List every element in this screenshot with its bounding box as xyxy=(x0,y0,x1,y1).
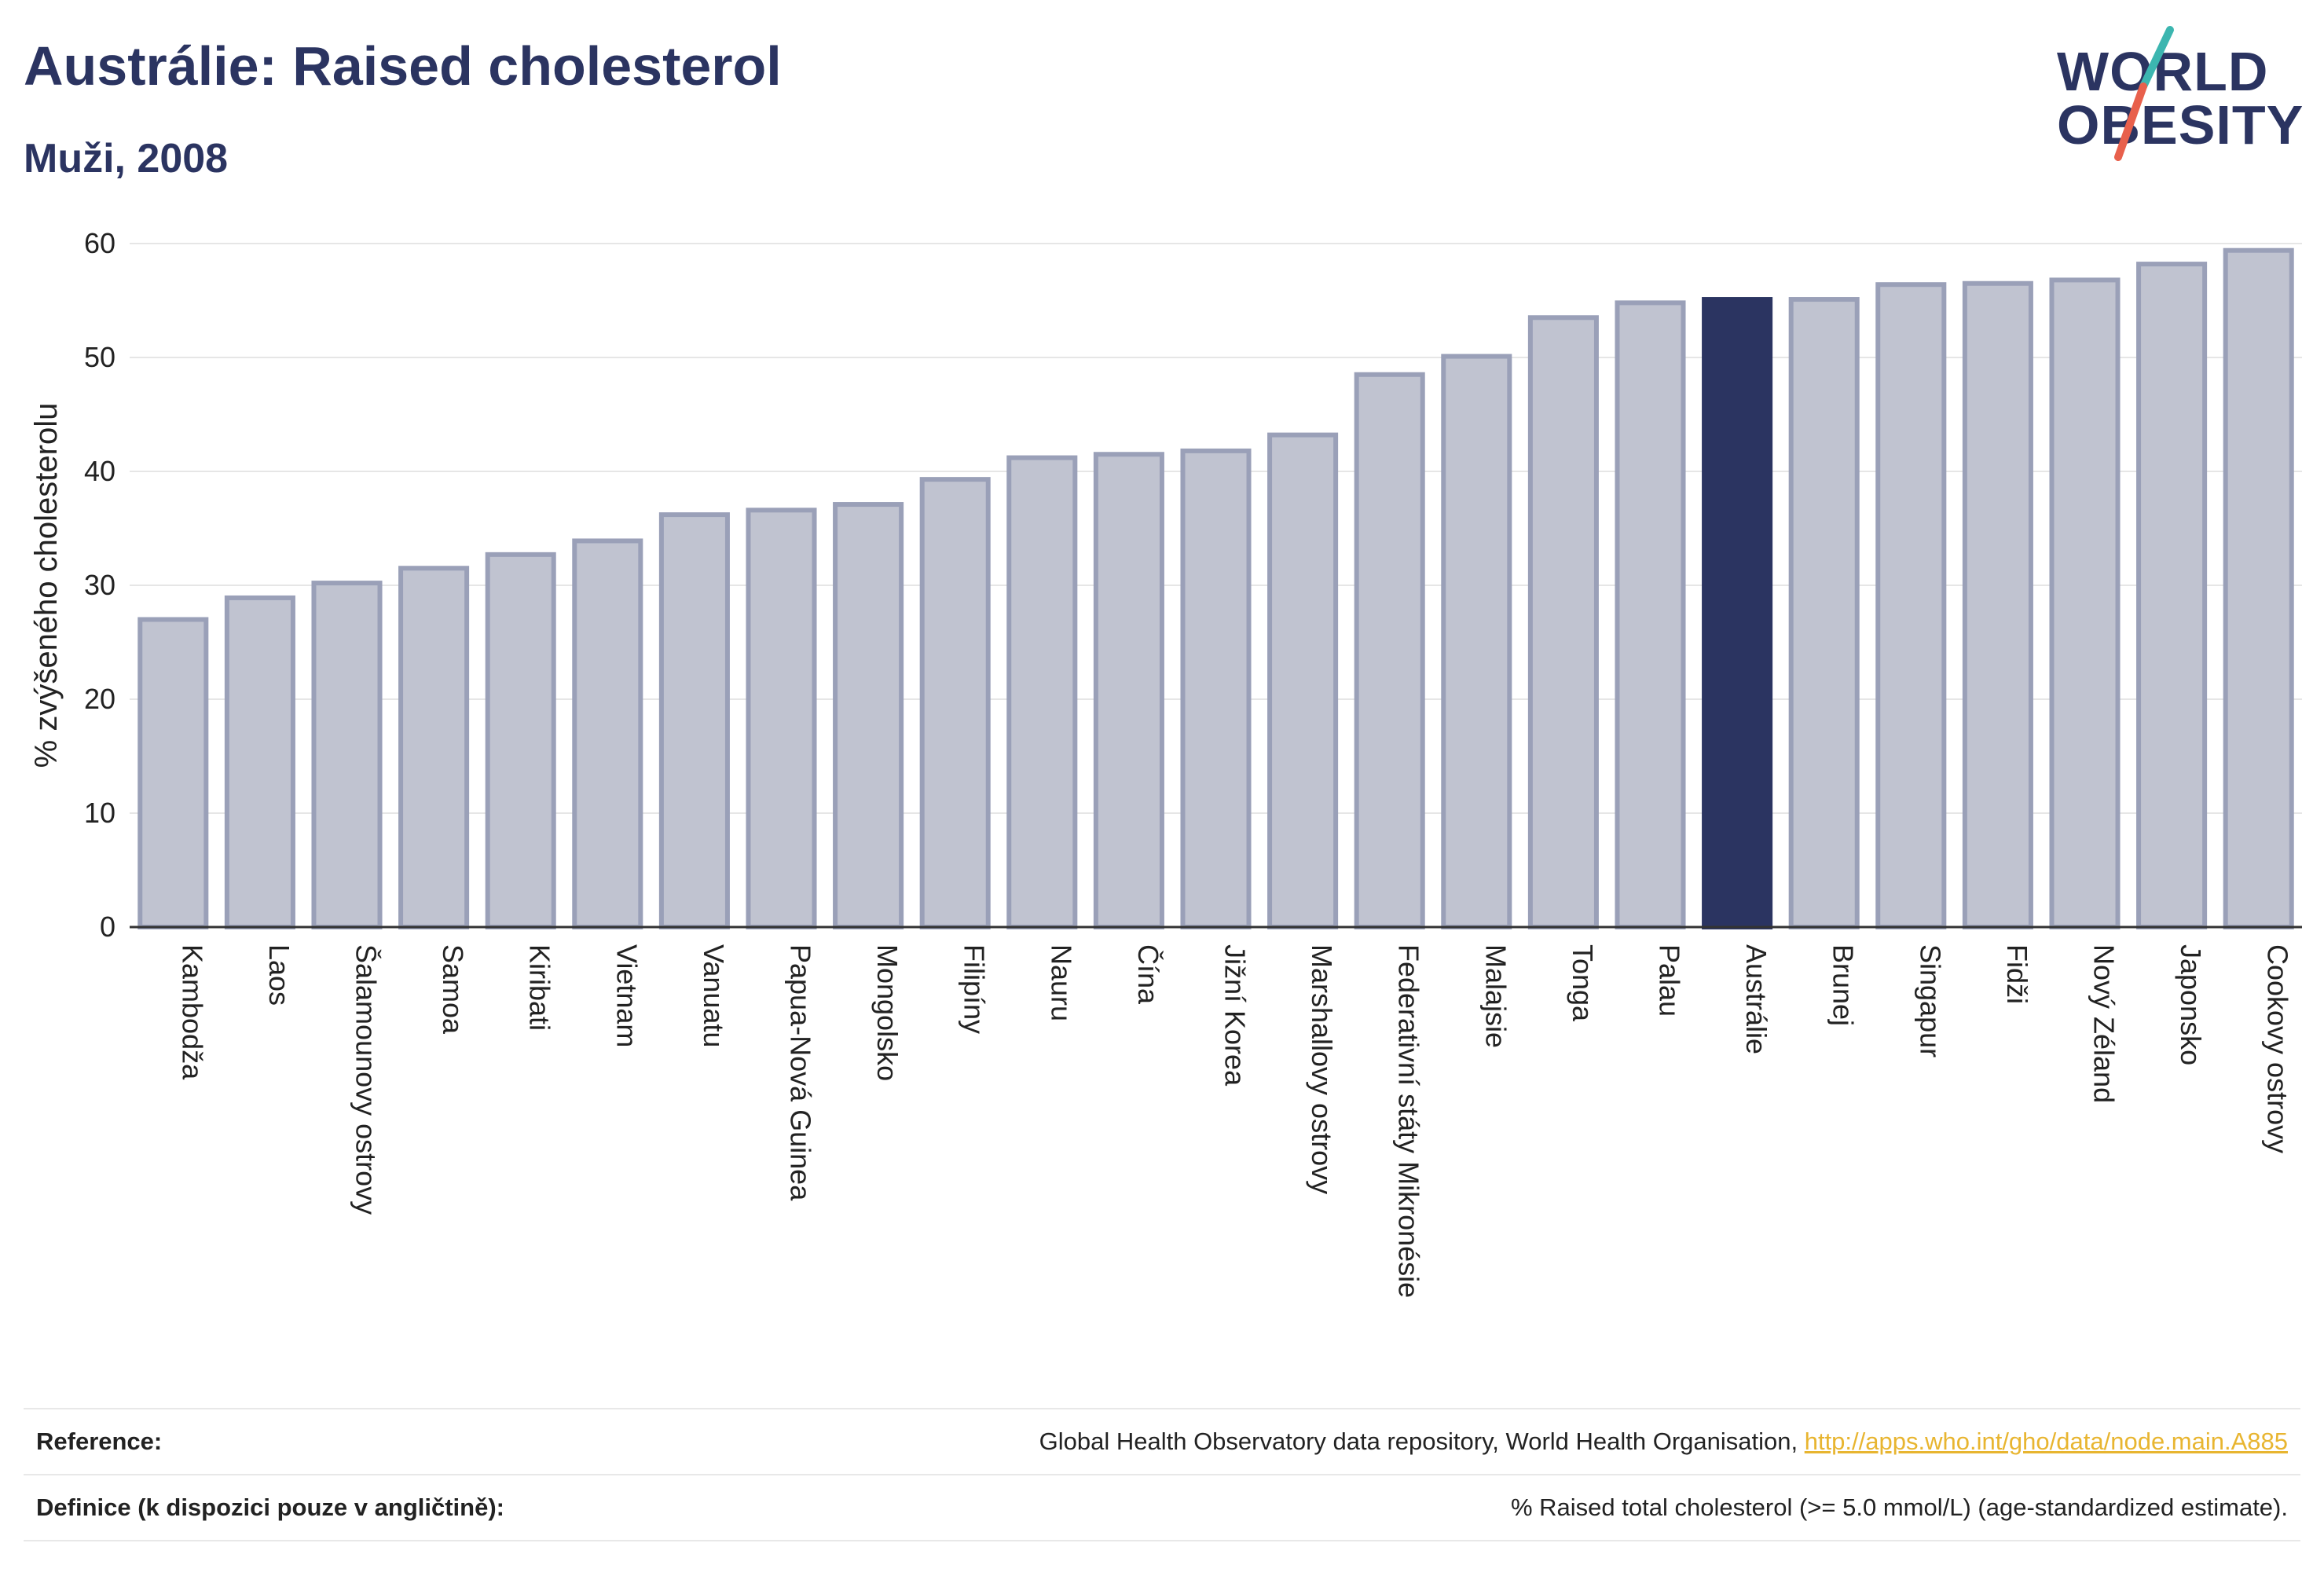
logo-line-2: OBESITY xyxy=(2057,94,2304,156)
x-tick-label: Tonga xyxy=(1567,944,1599,1022)
x-tick-label: Singapur xyxy=(1914,944,1946,1057)
world-obesity-logo[interactable]: WORLD OBESITY xyxy=(2043,24,2310,165)
definition-label: Definice (k dispozici pouze v angličtině… xyxy=(36,1494,504,1521)
bar-15[interactable] xyxy=(1441,354,1512,929)
x-tick-label: Cookovy ostrovy xyxy=(2262,944,2294,1153)
chart-subtitle: Muži, 2008 xyxy=(24,136,229,181)
x-tick-label: Kiribati xyxy=(524,944,556,1031)
x-tick-label: Vanuatu xyxy=(698,944,730,1047)
bar-23[interactable] xyxy=(2136,262,2208,930)
reference-text: Global Health Observatory data repositor… xyxy=(1039,1428,1805,1455)
x-tick-label: Kambodža xyxy=(176,944,208,1080)
bar-13[interactable] xyxy=(1267,432,1339,929)
y-tick-label: 50 xyxy=(84,341,115,373)
definition-row: Definice (k dispozici pouze v angličtině… xyxy=(24,1474,2300,1541)
x-tick-label: Jižní Korea xyxy=(1219,944,1252,1087)
reference-row: Reference: Global Health Observatory dat… xyxy=(24,1408,2300,1474)
x-tick-label: Mongolsko xyxy=(871,944,904,1081)
y-tick-label: 40 xyxy=(84,455,115,487)
reference-link[interactable]: http://apps.who.int/gho/data/node.main.A… xyxy=(1804,1428,2288,1455)
x-tick-label: Samoa xyxy=(437,944,469,1035)
x-tick-label: Palau xyxy=(1654,944,1686,1017)
reference-label: Reference: xyxy=(36,1428,163,1455)
x-tick-label: Filipíny xyxy=(959,944,991,1034)
y-tick-label: 60 xyxy=(84,227,115,259)
bar-21[interactable] xyxy=(1962,280,2033,929)
y-tick-label: 10 xyxy=(84,797,115,829)
x-tick-label: Austrálie xyxy=(1740,944,1772,1054)
y-tick-label: 20 xyxy=(84,683,115,715)
bar-11[interactable] xyxy=(1093,452,1164,929)
bar-0[interactable] xyxy=(137,617,209,929)
bar-3[interactable] xyxy=(398,566,470,929)
x-tick-label: Malajsie xyxy=(1479,944,1512,1048)
x-tick-label: Laos xyxy=(263,944,295,1006)
bar-4[interactable] xyxy=(485,552,556,929)
x-tick-label: Papua-Nová Guinea xyxy=(785,944,817,1201)
bar-9[interactable] xyxy=(919,477,991,929)
bar-16[interactable] xyxy=(1527,315,1599,929)
x-tick-label: Šalamounovy ostrovy xyxy=(350,944,383,1215)
bar-1[interactable] xyxy=(224,595,295,929)
logo-slash-icon xyxy=(2114,26,2174,161)
bar-17[interactable] xyxy=(1615,300,1686,929)
x-tick-label: Brunej xyxy=(1827,944,1860,1026)
bar-5[interactable] xyxy=(572,538,643,929)
bar-20[interactable] xyxy=(1875,282,1947,929)
bar-18[interactable] xyxy=(1702,297,1773,929)
bar-19[interactable] xyxy=(1788,297,1860,929)
bar-10[interactable] xyxy=(1006,455,1078,929)
reference-value: Global Health Observatory data repositor… xyxy=(1039,1428,2300,1456)
bar-chart: 0 10 20 30 40 50 60 Kambodža Laos Šalamounovy os… xyxy=(29,227,2302,1298)
bar-12[interactable] xyxy=(1180,448,1252,929)
x-tick-label: Federativní státy Mikronésie xyxy=(1393,944,1425,1298)
y-tick-label: 30 xyxy=(84,569,115,601)
bar-8[interactable] xyxy=(833,502,904,929)
x-axis-labels: Kambodža Laos Šalamounovy ostrovy Samoa Kiri… xyxy=(176,944,2293,1298)
bars xyxy=(137,247,2294,930)
y-axis-ticks: 0 10 20 30 40 50 60 xyxy=(84,227,115,943)
y-tick-label: 0 xyxy=(100,911,115,943)
x-tick-label: Vietnam xyxy=(610,944,643,1047)
bar-24[interactable] xyxy=(2223,247,2294,929)
x-tick-label: Čína xyxy=(1132,944,1164,1005)
bar-14[interactable] xyxy=(1354,372,1425,929)
chart-title: Austrálie: Raised cholesterol xyxy=(24,35,782,97)
x-tick-label: Japonsko xyxy=(2175,944,2207,1065)
bar-7[interactable] xyxy=(746,508,817,929)
y-axis-title: % zvýšeného cholesterolu xyxy=(29,403,64,768)
x-tick-label: Nauru xyxy=(1045,944,1077,1021)
bar-22[interactable] xyxy=(2049,277,2121,929)
definition-value: % Raised total cholesterol (>= 5.0 mmol/… xyxy=(1510,1494,2288,1521)
x-tick-label: Nový Zéland xyxy=(2088,944,2121,1103)
bar-6[interactable] xyxy=(658,512,730,929)
x-tick-label: Fidži xyxy=(2001,944,2033,1004)
bar-2[interactable] xyxy=(311,581,383,929)
x-tick-label: Marshallovy ostrovy xyxy=(1306,944,1338,1194)
